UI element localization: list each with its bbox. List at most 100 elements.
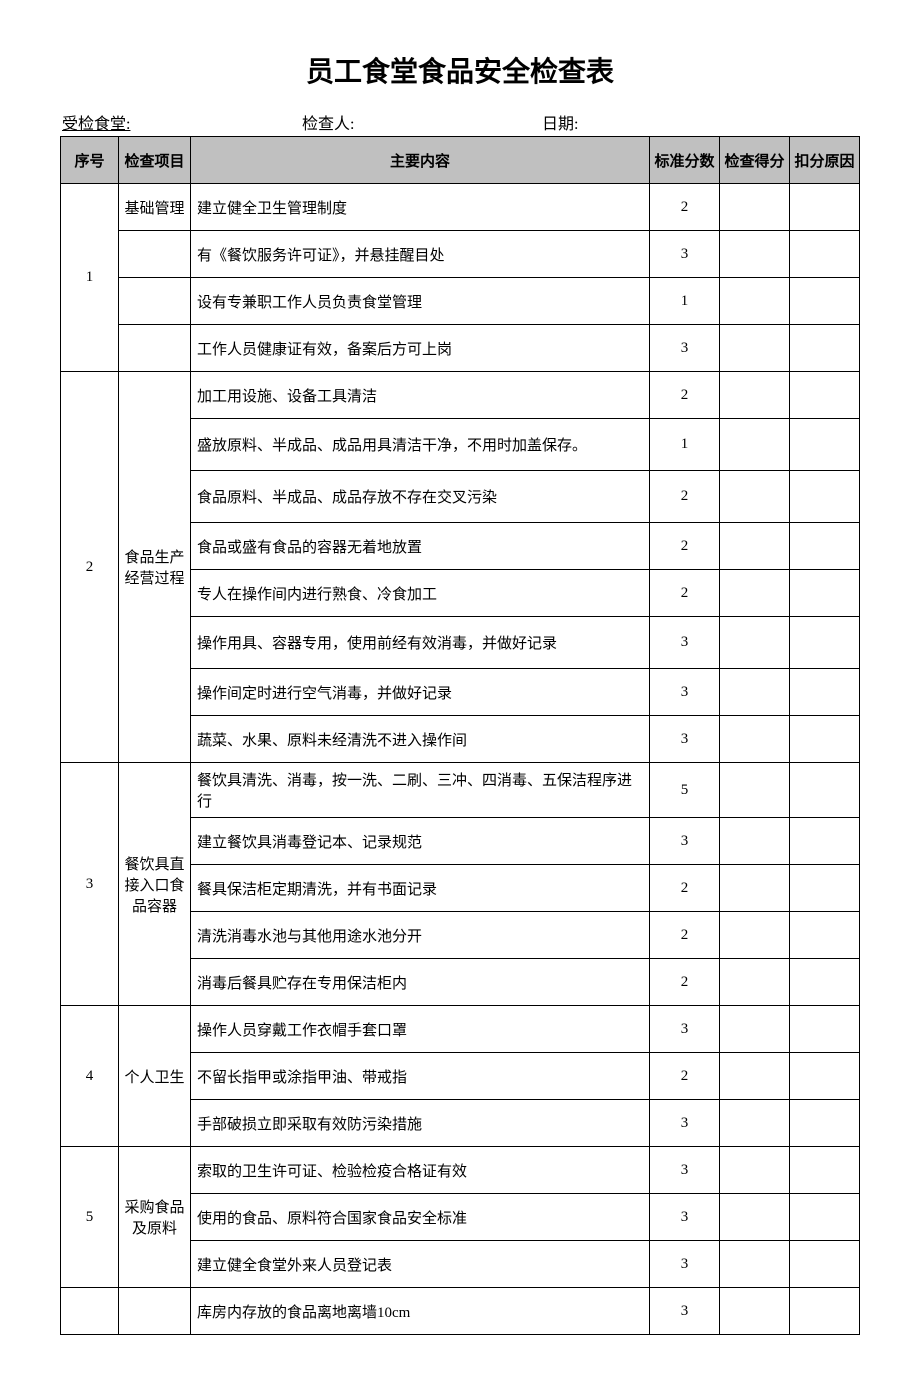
cell-got-score <box>720 1006 790 1053</box>
inspector-label: 检查人: <box>302 110 542 134</box>
cell-std-score: 1 <box>650 419 720 471</box>
cell-got-score <box>720 1194 790 1241</box>
cell-seq: 3 <box>61 763 119 1006</box>
cell-seq: 5 <box>61 1147 119 1288</box>
cell-std-score: 3 <box>650 617 720 669</box>
table-row: 工作人员健康证有效，备案后方可上岗3 <box>61 325 860 372</box>
cell-got-score <box>720 669 790 716</box>
table-header-row: 序号 检查项目 主要内容 标准分数 检查得分 扣分原因 <box>61 137 860 184</box>
cell-content: 食品或盛有食品的容器无着地放置 <box>191 523 650 570</box>
cell-std-score: 2 <box>650 523 720 570</box>
cell-std-score: 3 <box>650 716 720 763</box>
cell-reason <box>790 1194 860 1241</box>
cell-reason <box>790 325 860 372</box>
cell-seq: 4 <box>61 1006 119 1147</box>
cell-category-empty <box>119 278 191 325</box>
cell-content: 库房内存放的食品离地离墙10cm <box>191 1288 650 1335</box>
cell-reason <box>790 912 860 959</box>
table-row: 库房内存放的食品离地离墙10cm3 <box>61 1288 860 1335</box>
cell-got-score <box>720 818 790 865</box>
cell-content: 蔬菜、水果、原料未经清洗不进入操作间 <box>191 716 650 763</box>
col-content: 主要内容 <box>191 137 650 184</box>
cell-got-score <box>720 1288 790 1335</box>
col-reason: 扣分原因 <box>790 137 860 184</box>
cell-std-score: 2 <box>650 912 720 959</box>
col-category: 检查项目 <box>119 137 191 184</box>
cell-content: 手部破损立即采取有效防污染措施 <box>191 1100 650 1147</box>
cell-category-empty <box>119 231 191 278</box>
cell-got-score <box>720 471 790 523</box>
cell-got-score <box>720 1053 790 1100</box>
cell-got-score <box>720 1241 790 1288</box>
cell-seq <box>61 1288 119 1335</box>
cell-std-score: 2 <box>650 1053 720 1100</box>
cell-reason <box>790 523 860 570</box>
cell-category: 基础管理 <box>119 184 191 231</box>
cell-content: 餐饮具清洗、消毒，按一洗、二刷、三冲、四消毒、五保洁程序进行 <box>191 763 650 818</box>
cell-got-score <box>720 716 790 763</box>
cell-std-score: 3 <box>650 669 720 716</box>
cell-content: 不留长指甲或涂指甲油、带戒指 <box>191 1053 650 1100</box>
cell-reason <box>790 570 860 617</box>
cell-reason <box>790 231 860 278</box>
cell-category: 个人卫生 <box>119 1006 191 1147</box>
cell-std-score: 2 <box>650 959 720 1006</box>
cell-got-score <box>720 865 790 912</box>
cell-std-score: 3 <box>650 818 720 865</box>
cell-std-score: 2 <box>650 372 720 419</box>
cell-content: 使用的食品、原料符合国家食品安全标准 <box>191 1194 650 1241</box>
cell-reason <box>790 818 860 865</box>
cell-seq: 2 <box>61 372 119 763</box>
cell-category: 采购食品及原料 <box>119 1147 191 1288</box>
cell-content: 设有专兼职工作人员负责食堂管理 <box>191 278 650 325</box>
cell-reason <box>790 471 860 523</box>
cell-content: 工作人员健康证有效，备案后方可上岗 <box>191 325 650 372</box>
cell-reason <box>790 1053 860 1100</box>
cell-reason <box>790 716 860 763</box>
cell-reason <box>790 1006 860 1053</box>
cell-content: 操作间定时进行空气消毒，并做好记录 <box>191 669 650 716</box>
cell-reason <box>790 1241 860 1288</box>
cell-content: 专人在操作间内进行熟食、冷食加工 <box>191 570 650 617</box>
cell-reason <box>790 617 860 669</box>
cell-got-score <box>720 523 790 570</box>
cell-got-score <box>720 278 790 325</box>
cell-got-score <box>720 1100 790 1147</box>
meta-line: 受检食堂: 检查人: 日期: <box>60 110 860 134</box>
table-row: 设有专兼职工作人员负责食堂管理1 <box>61 278 860 325</box>
cell-std-score: 3 <box>650 1194 720 1241</box>
cell-reason <box>790 865 860 912</box>
cell-reason <box>790 1288 860 1335</box>
cell-std-score: 2 <box>650 471 720 523</box>
cell-got-score <box>720 1147 790 1194</box>
cell-reason <box>790 1147 860 1194</box>
table-row: 有《餐饮服务许可证》，并悬挂醒目处3 <box>61 231 860 278</box>
cell-content: 盛放原料、半成品、成品用具清洁干净，不用时加盖保存。 <box>191 419 650 471</box>
cell-content: 清洗消毒水池与其他用途水池分开 <box>191 912 650 959</box>
table-row: 5采购食品及原料索取的卫生许可证、检验检疫合格证有效3 <box>61 1147 860 1194</box>
cell-std-score: 5 <box>650 763 720 818</box>
cell-content: 索取的卫生许可证、检验检疫合格证有效 <box>191 1147 650 1194</box>
cell-content: 消毒后餐具贮存在专用保洁柜内 <box>191 959 650 1006</box>
cell-reason <box>790 184 860 231</box>
cell-std-score: 1 <box>650 278 720 325</box>
table-row: 3餐饮具直接入口食品容器餐饮具清洗、消毒，按一洗、二刷、三冲、四消毒、五保洁程序… <box>61 763 860 818</box>
col-std-score: 标准分数 <box>650 137 720 184</box>
cell-got-score <box>720 570 790 617</box>
cell-got-score <box>720 184 790 231</box>
cell-got-score <box>720 231 790 278</box>
cell-category: 餐饮具直接入口食品容器 <box>119 763 191 1006</box>
cell-content: 餐具保洁柜定期清洗，并有书面记录 <box>191 865 650 912</box>
cell-content: 操作人员穿戴工作衣帽手套口罩 <box>191 1006 650 1053</box>
table-row: 4个人卫生操作人员穿戴工作衣帽手套口罩3 <box>61 1006 860 1053</box>
cell-std-score: 3 <box>650 1006 720 1053</box>
date-label: 日期: <box>542 110 692 134</box>
cell-std-score: 3 <box>650 1241 720 1288</box>
cell-std-score: 3 <box>650 1288 720 1335</box>
cell-content: 有《餐饮服务许可证》，并悬挂醒目处 <box>191 231 650 278</box>
cell-seq: 1 <box>61 184 119 372</box>
cell-reason <box>790 372 860 419</box>
cell-category-empty <box>119 325 191 372</box>
document-title: 员工食堂食品安全检查表 <box>60 50 860 90</box>
cell-category <box>119 1288 191 1335</box>
